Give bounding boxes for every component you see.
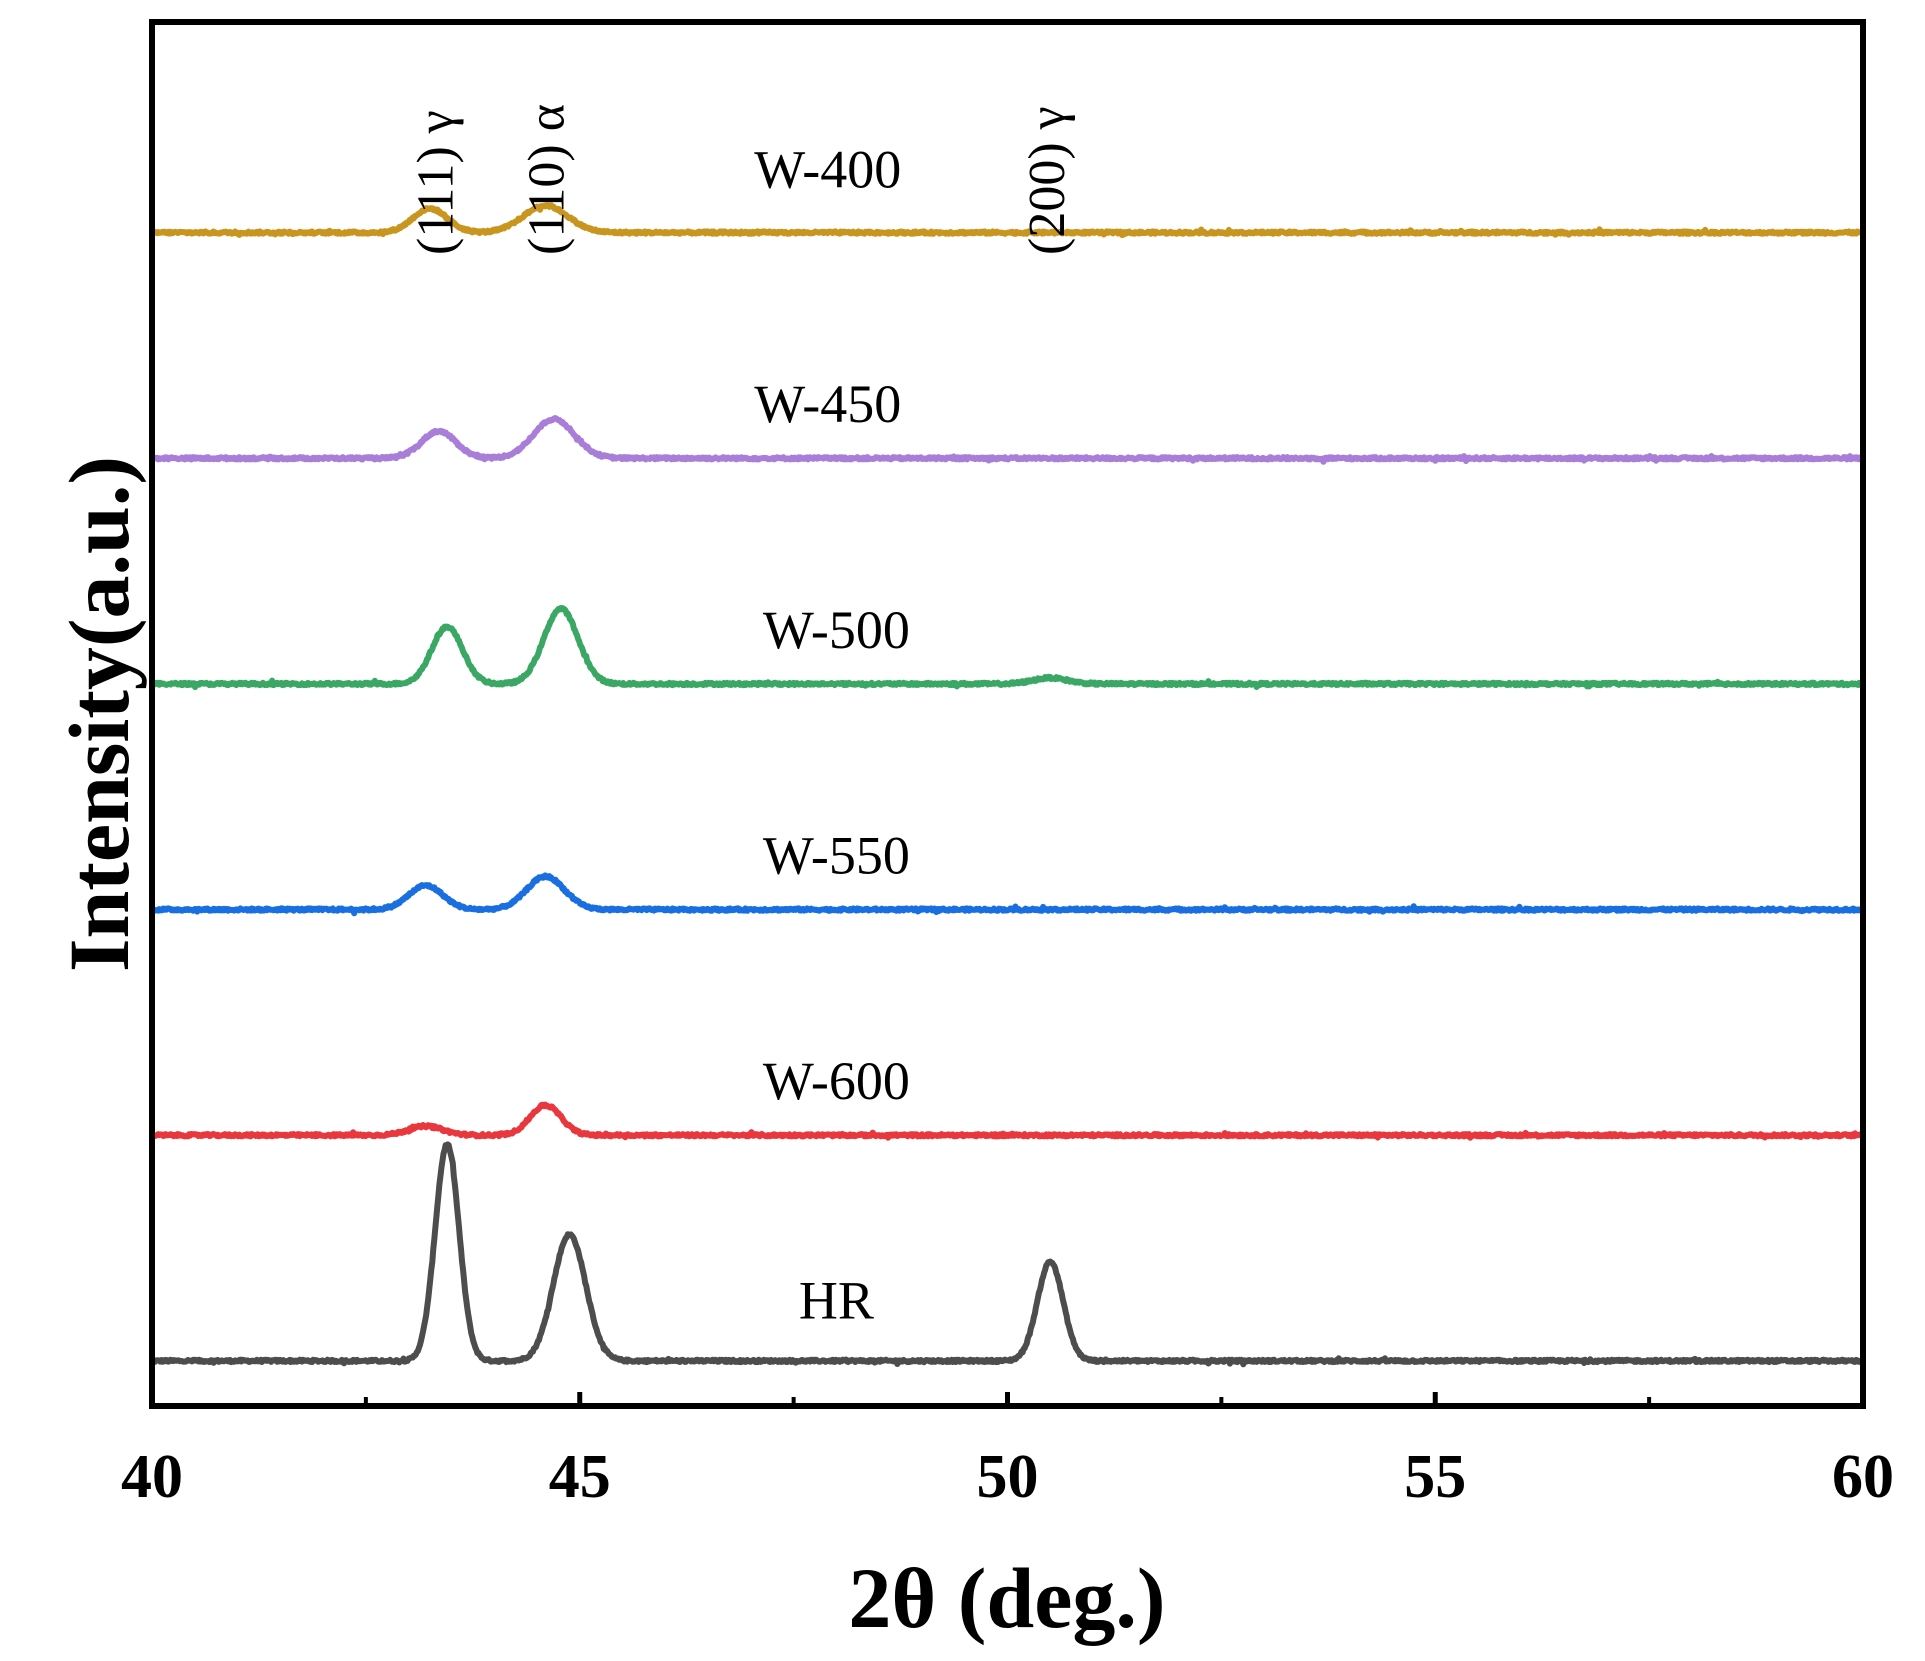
- peak-annotation-3: (200) γ: [1019, 106, 1076, 255]
- x-tick-label: 55: [1404, 1443, 1466, 1511]
- series-layer: [149, 202, 1865, 1368]
- series-line-w-550: [149, 872, 1865, 917]
- series-label-w-550: W-550: [763, 826, 910, 886]
- x-tick-label: 45: [549, 1443, 611, 1511]
- series-line-w-500: [150, 605, 1865, 691]
- series-label-w-600: W-600: [763, 1051, 910, 1111]
- series-line-w-600: [149, 1101, 1865, 1141]
- x-axis-title: 2θ (deg.): [848, 1550, 1165, 1646]
- series-label-hr: HR: [799, 1271, 874, 1331]
- tick-layer: 40 45 50 55 60: [121, 1392, 1894, 1511]
- y-axis-title: Intensity(a.u.): [51, 456, 147, 972]
- series-label-w-450: W-450: [754, 374, 901, 434]
- series-label-w-400: W-400: [754, 140, 901, 200]
- label-layer: HR W-600 W-550 W-500 W-450 W-400 (111) γ (110) …: [407, 104, 1076, 1331]
- x-tick-label: 50: [977, 1443, 1039, 1511]
- series-line-w-400: [150, 202, 1865, 239]
- series-label-w-500: W-500: [763, 600, 910, 660]
- series-line-w-450: [150, 415, 1865, 465]
- peak-annotation-1: (111) γ: [407, 110, 464, 255]
- x-tick-label: 60: [1832, 1443, 1894, 1511]
- x-tick-label: 40: [121, 1443, 183, 1511]
- series-line-hr: [150, 1141, 1865, 1368]
- peak-annotation-2: (110) α: [519, 104, 576, 255]
